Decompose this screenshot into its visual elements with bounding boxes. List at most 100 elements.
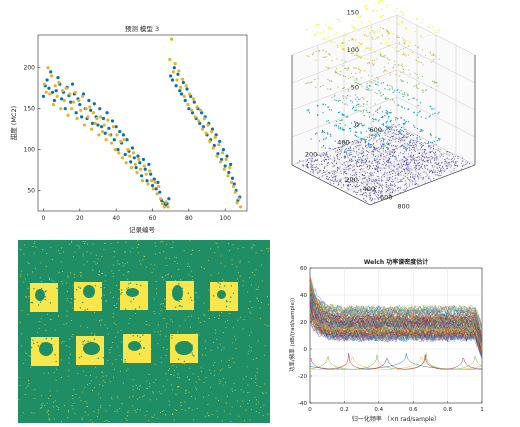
data-point [382,148,384,150]
noise-pixel [168,369,170,371]
data-point [361,85,363,87]
data-point [359,144,361,146]
data-point [327,162,329,164]
noise-pixel [79,272,81,274]
noise-pixel [108,421,110,423]
data-point [384,56,386,58]
data-point [319,171,321,173]
data-point-series-2 [117,151,121,155]
noise-pixel [63,340,65,342]
data-point [370,189,371,191]
data-point [434,158,436,160]
data-point [342,145,344,147]
data-point [346,173,348,175]
data-point [402,189,404,191]
data-point [446,161,448,163]
data-point [386,172,388,174]
noise-pixel [148,373,150,375]
data-point [379,163,381,164]
data-point [319,31,321,33]
data-point [379,0,381,2]
blob-noise [121,289,123,291]
data-point [360,139,362,141]
data-point [382,123,385,125]
data-point [422,145,423,147]
data-point [357,50,359,52]
blob-noise [226,300,228,303]
data-point [318,50,320,52]
data-point [334,125,336,127]
data-point [388,112,390,114]
data-point [322,152,324,153]
noise-pixel [123,274,125,276]
data-point [437,175,439,176]
noise-pixel [220,381,222,383]
data-point [354,134,356,136]
data-point [462,165,464,167]
data-point [340,182,342,184]
noise-pixel [231,390,233,392]
noise-pixel [192,373,194,375]
data-point [417,47,419,49]
noise-pixel [107,327,109,329]
data-point [329,54,331,56]
data-point [433,147,435,149]
data-point [343,177,345,179]
noise-pixel [176,263,178,264]
noise-pixel [27,385,29,387]
data-point [330,41,332,43]
noise-pixel [150,263,152,265]
data-point [369,143,370,145]
noise-pixel [133,389,135,391]
y-tick-label: 50 [27,188,35,195]
data-point [411,159,412,161]
noise-pixel [160,330,162,332]
data-point [398,172,400,174]
noise-pixel [161,241,163,243]
data-point [416,99,418,101]
noise-pixel [99,324,101,326]
data-point [339,149,340,150]
data-point [392,176,393,177]
data-point [364,139,366,141]
data-point [389,88,391,90]
data-point [403,175,405,177]
data-point [355,122,357,124]
data-point [423,159,424,161]
data-point [430,61,432,63]
noise-pixel [22,412,24,414]
noise-pixel [34,389,36,391]
data-point [387,190,388,191]
data-point [333,164,335,166]
data-point [380,167,382,169]
data-point [391,88,393,90]
data-point [373,154,374,156]
noise-pixel [112,276,114,277]
data-point [373,143,375,144]
data-point [433,140,435,142]
data-point [369,81,371,83]
noise-pixel [45,266,47,267]
data-point [404,143,406,145]
data-point [378,166,380,168]
data-point [432,28,434,30]
data-point [414,30,416,32]
data-point [374,201,375,203]
data-point [387,88,389,91]
data-point [366,167,368,169]
data-point [354,172,356,174]
data-point [344,171,346,172]
noise-pixel [126,262,128,264]
noise-pixel [109,405,111,406]
data-point [386,165,388,167]
data-point [444,163,446,165]
noise-pixel [112,296,114,298]
data-point-series-1 [105,111,109,115]
data-point [424,182,426,184]
data-point [416,140,418,142]
noise-pixel [92,390,94,391]
data-point [360,132,362,134]
data-point [414,126,416,128]
data-point [349,184,351,185]
noise-pixel [201,370,202,372]
